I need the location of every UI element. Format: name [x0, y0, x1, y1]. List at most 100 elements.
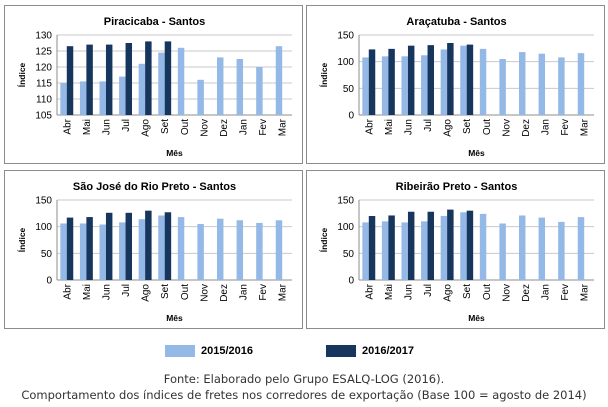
chart-panel-ribeirao-preto: Ribeirão Preto - Santos 0 50 100 150 Abr Mai Ju… — [306, 170, 605, 329]
x-tick-label: Ago — [141, 119, 152, 137]
x-tick-label: Ago — [443, 284, 454, 302]
bar-2015-2016-jul — [119, 222, 126, 280]
x-tick-label: Jul — [121, 284, 132, 297]
bar-2015-2016-dez — [518, 215, 526, 280]
bar-2015-2016-jun — [99, 224, 106, 280]
bar-2015-2016-dez — [216, 218, 224, 280]
legend: 2015/2016 2016/2017 — [0, 343, 608, 359]
bar-2015-2016-abr — [362, 57, 369, 115]
bar-2015-2016-fev — [256, 67, 263, 115]
bar-2015-2016-jul — [119, 76, 126, 115]
bar-2015-2016-nov — [197, 224, 204, 280]
chart-panel-sao-jose-do-rio-preto: São José do Rio Preto - Santos 0 50 100 150 A… — [4, 170, 303, 329]
x-tick-label: Fev — [560, 119, 571, 136]
y-axis-label: Índice — [319, 62, 329, 87]
x-tick-label: Mar — [278, 283, 289, 301]
chart-svg-piracicaba: Piracicaba - Santos 105 110 115 120 125 130 Abr… — [17, 16, 292, 158]
x-axis-label: Mês — [166, 148, 183, 158]
bar-2016-2017-set — [466, 44, 474, 115]
x-tick-label: Set — [462, 119, 473, 134]
bar-2016-2017-set — [466, 210, 474, 280]
bar-2015-2016-fev — [558, 221, 565, 280]
bar-2015-2016-mai — [381, 56, 389, 115]
y-tick-label: 105 — [35, 111, 52, 122]
y-tick-label: 0 — [46, 276, 52, 287]
bar-2015-2016-set — [460, 212, 467, 280]
bar-2015-2016-ago — [440, 216, 448, 280]
x-tick-label: Jul — [423, 119, 434, 132]
x-tick-label: Nov — [501, 284, 512, 302]
x-tick-label: Mai — [384, 119, 395, 135]
x-tick-label: Mar — [278, 118, 289, 136]
bar-2015-2016-jan — [236, 59, 244, 115]
legend-item-2016: 2016/2017 — [326, 343, 414, 359]
bar-2016-2017-jun — [407, 211, 415, 280]
legend-label-2016: 2016/2017 — [362, 345, 414, 357]
bar-2016-2017-jul — [125, 43, 133, 115]
bar-2015-2016-fev — [558, 57, 565, 115]
x-tick-label: Jan — [541, 284, 552, 300]
x-tick-label: Nov — [199, 119, 210, 137]
y-tick-label: 110 — [36, 95, 52, 106]
x-tick-label: Mai — [384, 284, 395, 300]
x-tick-label: Jan — [239, 119, 250, 135]
bar-2016-2017-jun — [407, 45, 415, 115]
chart-svg-sao-jose-do-rio-preto: São José do Rio Preto - Santos 0 50 100 150 A… — [17, 181, 292, 323]
bar-2015-2016-out — [177, 217, 185, 280]
bar-2016-2017-ago — [145, 41, 152, 115]
x-tick-label: Set — [160, 284, 171, 299]
bar-2015-2016-mar — [275, 46, 283, 116]
bar-2016-2017-abr — [368, 216, 376, 280]
y-tick-label: 0 — [348, 111, 354, 122]
bar-2015-2016-jun — [99, 81, 106, 115]
x-tick-label: Jan — [239, 284, 250, 300]
bar-2016-2017-jul — [427, 45, 435, 116]
x-tick-label: Out — [482, 284, 493, 300]
x-tick-label: Abr — [364, 283, 375, 299]
bar-2015-2016-mai — [79, 81, 87, 115]
x-tick-label: Jun — [101, 119, 112, 135]
x-axis-label: Mês — [468, 313, 485, 323]
bar-2016-2017-abr — [66, 217, 74, 280]
y-axis-label: Índice — [17, 62, 27, 87]
x-tick-label: Jun — [101, 284, 112, 300]
legend-swatch-2016 — [326, 345, 356, 357]
x-tick-label: Mai — [82, 119, 93, 135]
legend-label-2015: 2015/2016 — [201, 345, 253, 357]
bar-2016-2017-set — [164, 41, 172, 115]
y-tick-label: 150 — [35, 196, 52, 207]
bar-2015-2016-abr — [60, 83, 67, 115]
bar-2016-2017-jun — [105, 212, 113, 280]
bar-2015-2016-mar — [577, 217, 585, 280]
bar-2015-2016-mar — [275, 220, 283, 280]
x-tick-label: Jul — [121, 119, 132, 132]
bar-2016-2017-jul — [427, 211, 435, 280]
chart-panel-piracicaba: Piracicaba - Santos 105 110 115 120 125 130 Abr… — [4, 5, 303, 164]
bar-2015-2016-jan — [236, 220, 244, 280]
bar-2015-2016-mar — [577, 53, 585, 115]
x-tick-label: Mai — [82, 284, 93, 300]
bar-2015-2016-jul — [421, 55, 428, 115]
bar-2015-2016-set — [158, 52, 165, 115]
chart-title: São José do Rio Preto - Santos — [73, 181, 236, 193]
bar-2015-2016-abr — [60, 223, 67, 280]
y-tick-label: 115 — [36, 79, 52, 90]
bar-2016-2017-set — [164, 212, 172, 280]
bar-2016-2017-mai — [86, 44, 93, 115]
bar-2016-2017-ago — [447, 43, 454, 115]
bar-2015-2016-mai — [79, 223, 87, 280]
chart-title: Piracicaba - Santos — [104, 16, 206, 28]
bar-2015-2016-jan — [538, 217, 546, 280]
y-tick-label: 100 — [337, 57, 354, 68]
bar-2016-2017-jun — [105, 44, 113, 115]
bar-2015-2016-jan — [538, 53, 546, 115]
x-axis-label: Mês — [468, 148, 485, 158]
y-tick-label: 130 — [35, 31, 52, 42]
y-tick-label: 50 — [41, 249, 53, 260]
x-tick-label: Out — [180, 119, 191, 135]
bar-2015-2016-nov — [499, 223, 506, 280]
y-tick-label: 150 — [337, 196, 354, 207]
y-tick-label: 100 — [35, 222, 52, 233]
bar-2016-2017-jul — [125, 212, 133, 280]
y-tick-label: 50 — [343, 249, 355, 260]
